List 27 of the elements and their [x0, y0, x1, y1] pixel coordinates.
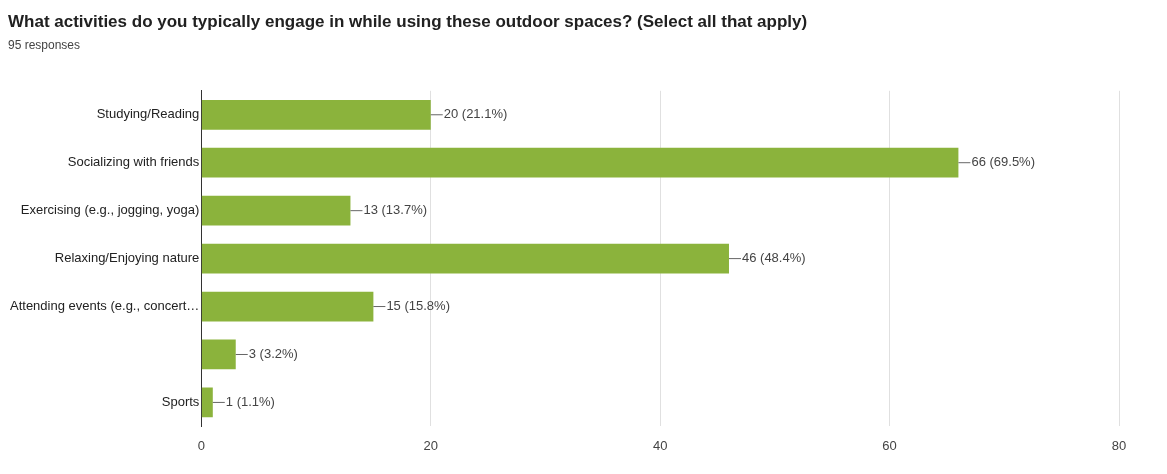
chart-title: What activities do you typically engage in while using these outdoor spaces? (Select all that apply) — [8, 11, 808, 31]
data-label: 1 (1.1%) — [225, 394, 275, 410]
x-tick-label: 60 — [882, 437, 897, 453]
data-label: 15 (15.8%) — [386, 298, 450, 314]
bar — [201, 243, 729, 274]
y-tick-label: Relaxing/Enjoying nature — [54, 250, 200, 266]
y-tick-label: Exercising (e.g., jogging, yoga) — [20, 202, 200, 218]
data-label: 20 (21.1%) — [443, 106, 508, 122]
bar — [201, 387, 213, 418]
bar — [201, 99, 431, 130]
bar — [201, 147, 959, 178]
y-tick-label: Studying/Reading — [96, 106, 200, 122]
data-label: 13 (13.7%) — [363, 202, 428, 218]
x-tick-label: 0 — [197, 437, 205, 453]
text: 95 responses — [8, 37, 81, 52]
bar — [201, 291, 374, 322]
x-tick-label: 80 — [1111, 437, 1127, 453]
y-tick-label: Sports — [161, 394, 200, 410]
y-tick-label: Attending events (e.g., concert… — [10, 298, 200, 314]
x-tick-label: 40 — [652, 437, 668, 453]
data-label: 3 (3.2%) — [248, 346, 298, 362]
bar — [201, 195, 351, 226]
data-label: 46 (48.4%) — [741, 250, 806, 266]
data-label: 66 (69.5%) — [971, 154, 1035, 170]
y-tick-label: Socializing with friends — [67, 154, 200, 170]
x-tick-label: 20 — [423, 437, 438, 453]
bar — [201, 339, 236, 370]
